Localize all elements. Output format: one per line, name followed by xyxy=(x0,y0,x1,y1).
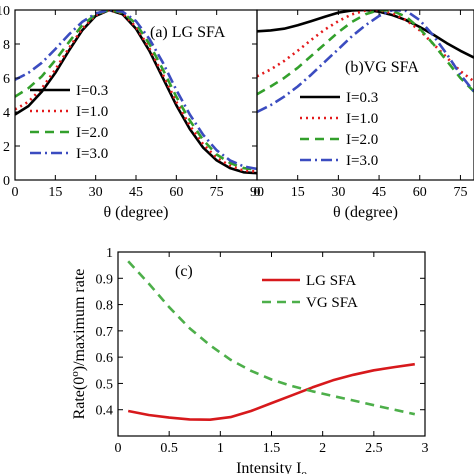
x-axis-label: θ (degree) xyxy=(333,204,398,221)
x-tick-label: 2.5 xyxy=(365,441,383,456)
x-tick-label: 45 xyxy=(129,185,143,200)
x-tick-label: 3 xyxy=(422,441,429,456)
series-line-i-2-0 xyxy=(15,10,257,172)
legend-label: I=3.0 xyxy=(346,153,378,169)
legend: LG SFA VG SFA xyxy=(262,273,358,311)
x-tick-label: 30 xyxy=(89,185,103,200)
x-tick-label: 2 xyxy=(319,441,326,456)
panel-c-rate-vs-intensity: 0 0.5 1 1.5 2 2.5 3 0.4 0.5 0.6 0.7 0.8 0.9 1 (c) Inten… xyxy=(69,246,429,474)
y-tick-label: 2 xyxy=(3,140,10,155)
legend: I=0.3 I=1.0 I=2.0 I=3.0 xyxy=(30,83,108,162)
panel-label: (c) xyxy=(175,263,193,280)
legend-label: I=2.0 xyxy=(346,132,378,148)
y-tick-label: 0.9 xyxy=(96,272,114,287)
panel-b-vg-sfa: 0 15 30 45 60 75 (b)VG SFA θ (degree) I=0.3 I=1.0… xyxy=(254,9,474,221)
y-tick-label: 4 xyxy=(3,106,10,121)
y-tick-label: 1 xyxy=(106,246,113,261)
legend: I=0.3 I=1.0 I=2.0 I=3.0 xyxy=(300,90,378,169)
x-tick-label: 30 xyxy=(331,185,345,200)
y-tick-label: 8 xyxy=(3,38,10,53)
series-line-lg-sfa xyxy=(127,362,415,422)
legend-label: VG SFA xyxy=(306,295,358,311)
y-tick-label: 0.8 xyxy=(96,299,114,314)
series-line-i-3-0 xyxy=(15,10,257,171)
x-tick-label: 15 xyxy=(48,185,62,200)
y-tick-label: 6 xyxy=(3,72,10,87)
x-tick-label: 0 xyxy=(115,441,122,456)
legend-label: I=0.3 xyxy=(76,83,108,99)
series-line-vg-sfa xyxy=(127,260,416,416)
x-tick-label: 90 xyxy=(250,185,264,200)
y-tick-label: 0 xyxy=(3,174,10,189)
y-axis-label-head: Rate(0 xyxy=(71,377,88,420)
plot-area xyxy=(127,260,416,422)
legend-label: I=1.0 xyxy=(346,111,378,127)
plot-frame xyxy=(256,9,474,181)
x-tick-label: 15 xyxy=(291,185,305,200)
x-tick-label: 0 xyxy=(254,185,261,200)
y-axis-label-tail: )/maximum rate xyxy=(71,269,88,372)
legend-label: I=0.3 xyxy=(346,90,378,106)
legend-label: I=3.0 xyxy=(76,146,108,162)
legend-label: I=2.0 xyxy=(76,125,108,141)
x-axis-label-subscript: o xyxy=(301,468,307,474)
plot-area xyxy=(15,10,257,175)
x-axis-label: θ (degree) xyxy=(104,204,169,221)
x-tick-label: 60 xyxy=(413,185,427,200)
x-tick-label: 75 xyxy=(210,185,224,200)
y-tick-label: 0.6 xyxy=(96,351,114,366)
x-tick-label: 1.5 xyxy=(263,441,281,456)
x-tick-label: 60 xyxy=(169,185,183,200)
series-line-i-0-3 xyxy=(257,10,474,59)
x-tick-label: 0 xyxy=(12,185,19,200)
legend-label: LG SFA xyxy=(306,273,356,289)
x-tick-label: 45 xyxy=(372,185,386,200)
y-tick-label: 0.5 xyxy=(96,377,114,392)
y-axis-label: Rate(0o)/maximum rate xyxy=(69,269,88,420)
panel-label: (b)VG SFA xyxy=(345,59,419,76)
series-line-i-2-0 xyxy=(257,10,474,96)
x-axis-label: Intensity Io xyxy=(236,460,307,474)
y-tick-label: 0.4 xyxy=(96,404,114,419)
legend-label: I=1.0 xyxy=(76,104,108,120)
x-tick-label: 0.5 xyxy=(160,441,178,456)
x-tick-label: 1 xyxy=(217,441,224,456)
y-tick-label: 10 xyxy=(0,4,10,19)
series-line-i-3-0 xyxy=(257,10,474,114)
y-axis-label-superscript: o xyxy=(69,371,81,377)
panel-label: (a) LG SFA xyxy=(150,24,226,41)
y-tick-label: 0.7 xyxy=(96,325,114,340)
x-tick-label: 75 xyxy=(453,185,467,200)
